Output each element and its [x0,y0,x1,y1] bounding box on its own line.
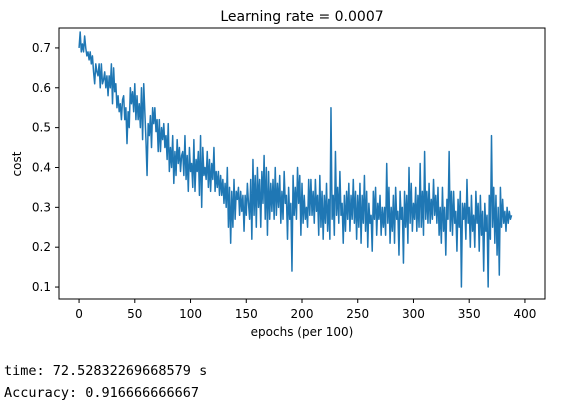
y-tick-label: 0.6 [32,81,51,95]
y-tick-label: 0.2 [32,240,51,254]
x-tick-label: 0 [75,307,83,321]
accuracy-output: Accuracy: 0.916666666667 [4,385,200,401]
x-tick-label: 50 [127,307,142,321]
chart-title: Learning rate = 0.0007 [220,9,383,25]
x-tick-label: 200 [291,307,314,321]
time-output: time: 72.52832269668579 s [4,363,208,379]
y-tick-label: 0.3 [32,200,51,214]
x-tick-label: 300 [402,307,425,321]
x-tick-label: 150 [235,307,258,321]
x-axis-label: epochs (per 100) [251,325,354,339]
y-axis-ticks: 0.1 0.2 0.3 0.4 0.5 0.6 0.7 [32,41,59,294]
series-line-cost [78,31,513,288]
y-tick-label: 0.7 [32,41,51,55]
x-axis-ticks: 0 50 100 150 200 250 300 350 400 [75,299,536,321]
x-tick-label: 350 [458,307,481,321]
x-tick-label: 100 [179,307,202,321]
y-tick-label: 0.4 [32,160,51,174]
plot-frame [58,27,546,300]
x-tick-label: 400 [513,307,536,321]
x-tick-label: 250 [346,307,369,321]
cost-line-chart: Learning rate = 0.0007 0.10.20.30.40.50.… [10,9,546,339]
y-tick-label: 0.1 [32,280,51,294]
y-axis-label: cost [10,151,24,176]
y-tick-label: 0.5 [32,121,51,135]
